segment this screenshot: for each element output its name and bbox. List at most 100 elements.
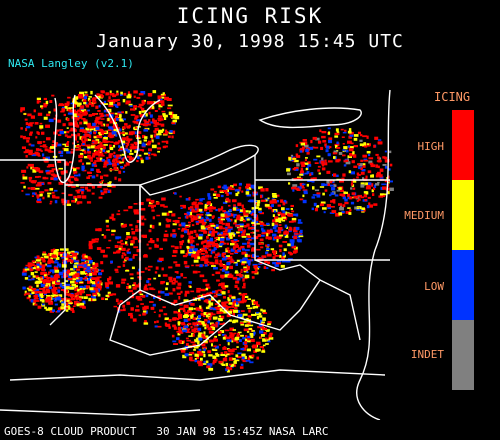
risk-pixel (229, 252, 234, 255)
risk-pixel (65, 309, 69, 312)
risk-pixel (125, 102, 129, 105)
risk-pixel (329, 184, 334, 187)
risk-pixel (296, 155, 301, 158)
risk-pixel (280, 264, 285, 268)
risk-pixel (148, 265, 153, 268)
risk-pixel (207, 196, 212, 200)
risk-pixel (353, 154, 357, 158)
risk-pixel (154, 127, 159, 131)
risk-pixel (85, 186, 89, 190)
risk-pixel (68, 302, 73, 304)
risk-pixel (80, 271, 86, 275)
risk-pixel (134, 211, 139, 215)
risk-pixel (164, 145, 168, 148)
risk-pixel (149, 114, 153, 118)
risk-pixel (380, 186, 384, 190)
risk-pixel (96, 168, 100, 173)
risk-pixel (90, 160, 94, 162)
risk-pixel (108, 129, 112, 132)
risk-pixel (98, 112, 104, 115)
risk-pixel (64, 106, 68, 109)
risk-pixel (278, 219, 282, 223)
risk-pixel (182, 329, 188, 333)
lake-ontario-outline (258, 107, 362, 129)
risk-pixel (61, 282, 66, 285)
risk-pixel (111, 229, 116, 233)
risk-pixel (66, 299, 70, 302)
risk-pixel (126, 251, 131, 254)
risk-pixel (92, 100, 94, 103)
risk-pixel (150, 199, 155, 204)
risk-pixel (239, 300, 245, 304)
risk-pixel (268, 334, 273, 338)
risk-pixel (263, 224, 266, 226)
risk-pixel (382, 186, 387, 190)
risk-pixel (229, 363, 234, 366)
risk-pixel (188, 281, 192, 284)
risk-pixel (107, 150, 110, 152)
risk-pixel (322, 140, 327, 143)
risk-pixel (20, 135, 23, 138)
risk-pixel (220, 352, 224, 355)
risk-pixel (213, 197, 218, 199)
risk-pixel (29, 179, 32, 182)
risk-pixel (74, 262, 79, 265)
risk-pixel (77, 102, 82, 105)
risk-pixel (128, 312, 133, 316)
risk-pixel (333, 150, 338, 153)
risk-pixel (205, 306, 211, 310)
risk-pixel (248, 309, 251, 313)
risk-pixel (282, 252, 285, 256)
risk-pixel (220, 239, 225, 243)
risk-pixel (247, 357, 250, 361)
risk-pixel (38, 175, 42, 178)
risk-pixel (338, 212, 343, 216)
risk-pixel (236, 341, 239, 344)
risk-pixel (206, 324, 209, 328)
risk-pixel (25, 127, 28, 132)
risk-pixel (218, 283, 222, 286)
risk-pixel (212, 316, 218, 320)
risk-pixel (140, 208, 146, 211)
risk-pixel (112, 163, 117, 167)
risk-pixel (40, 150, 43, 152)
risk-pixel (69, 181, 74, 184)
risk-pixel (61, 257, 65, 259)
risk-pixel (262, 344, 266, 347)
risk-pixel (87, 278, 90, 282)
risk-pixel (293, 213, 298, 216)
risk-pixel (24, 277, 29, 280)
risk-pixel (36, 100, 40, 104)
risk-pixel (208, 339, 214, 343)
risk-pixel (32, 192, 36, 195)
risk-pixel (197, 219, 203, 224)
risk-pixel (367, 153, 371, 157)
risk-pixel (341, 211, 345, 214)
risk-pixel (208, 354, 213, 357)
risk-pixel (183, 260, 188, 265)
risk-pixel (75, 148, 79, 151)
risk-pixel (324, 183, 328, 186)
risk-pixel (76, 105, 81, 107)
risk-pixel (278, 217, 283, 221)
risk-pixel (48, 257, 51, 261)
risk-pixel (194, 360, 200, 362)
risk-pixel (346, 150, 349, 153)
risk-pixel (132, 147, 137, 149)
risk-pixel (236, 214, 241, 219)
risk-pixel (381, 183, 387, 186)
risk-pixel (151, 153, 156, 156)
risk-pixel (324, 189, 328, 192)
risk-pixel (185, 226, 190, 228)
risk-pixel (291, 217, 297, 221)
risk-pixel (166, 212, 170, 216)
risk-pixel (54, 200, 58, 204)
risk-pixel (126, 283, 129, 286)
risk-pixel (79, 115, 83, 118)
risk-pixel (299, 148, 305, 152)
risk-pixel (160, 93, 165, 96)
risk-pixel (232, 329, 236, 331)
risk-pixel (57, 119, 62, 123)
risk-pixel (246, 271, 249, 273)
risk-pixel (312, 194, 317, 196)
